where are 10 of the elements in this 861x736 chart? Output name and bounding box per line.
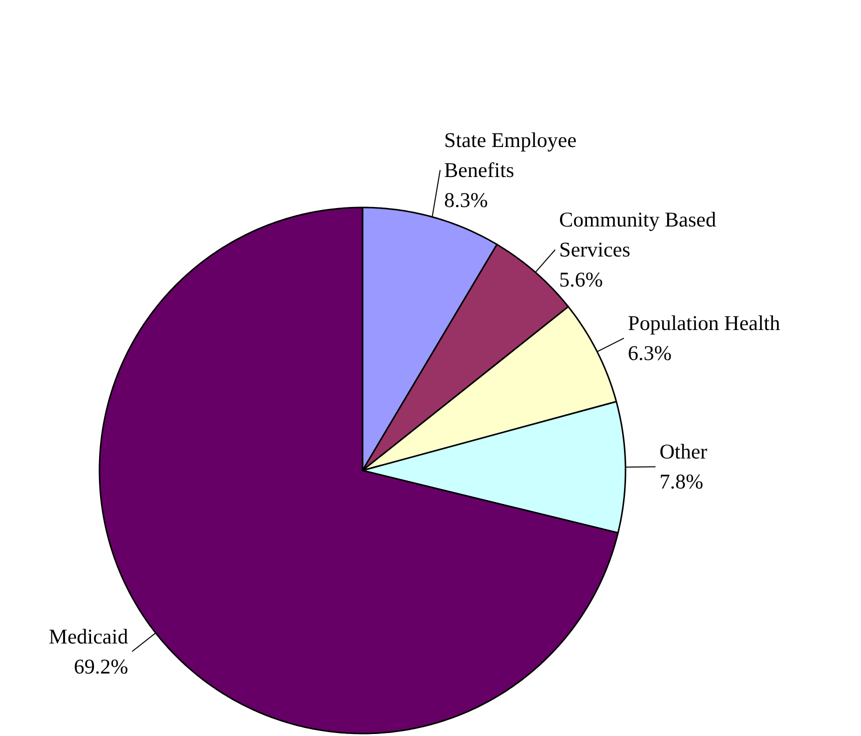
data-label: 6.3% (628, 341, 672, 366)
slice-label: State Employee Benefits (444, 128, 577, 182)
slice-label: Population Health (628, 311, 781, 336)
data-label: 7.8% (659, 470, 704, 494)
data-label: 5.6% (559, 268, 603, 292)
data-label: 8.3% (444, 188, 488, 212)
slice-label: Medicaid (48, 624, 129, 648)
slice-label: Other (659, 440, 708, 464)
slice-label: Community Based Services (559, 208, 717, 262)
data-label: 69.2% (74, 654, 128, 678)
